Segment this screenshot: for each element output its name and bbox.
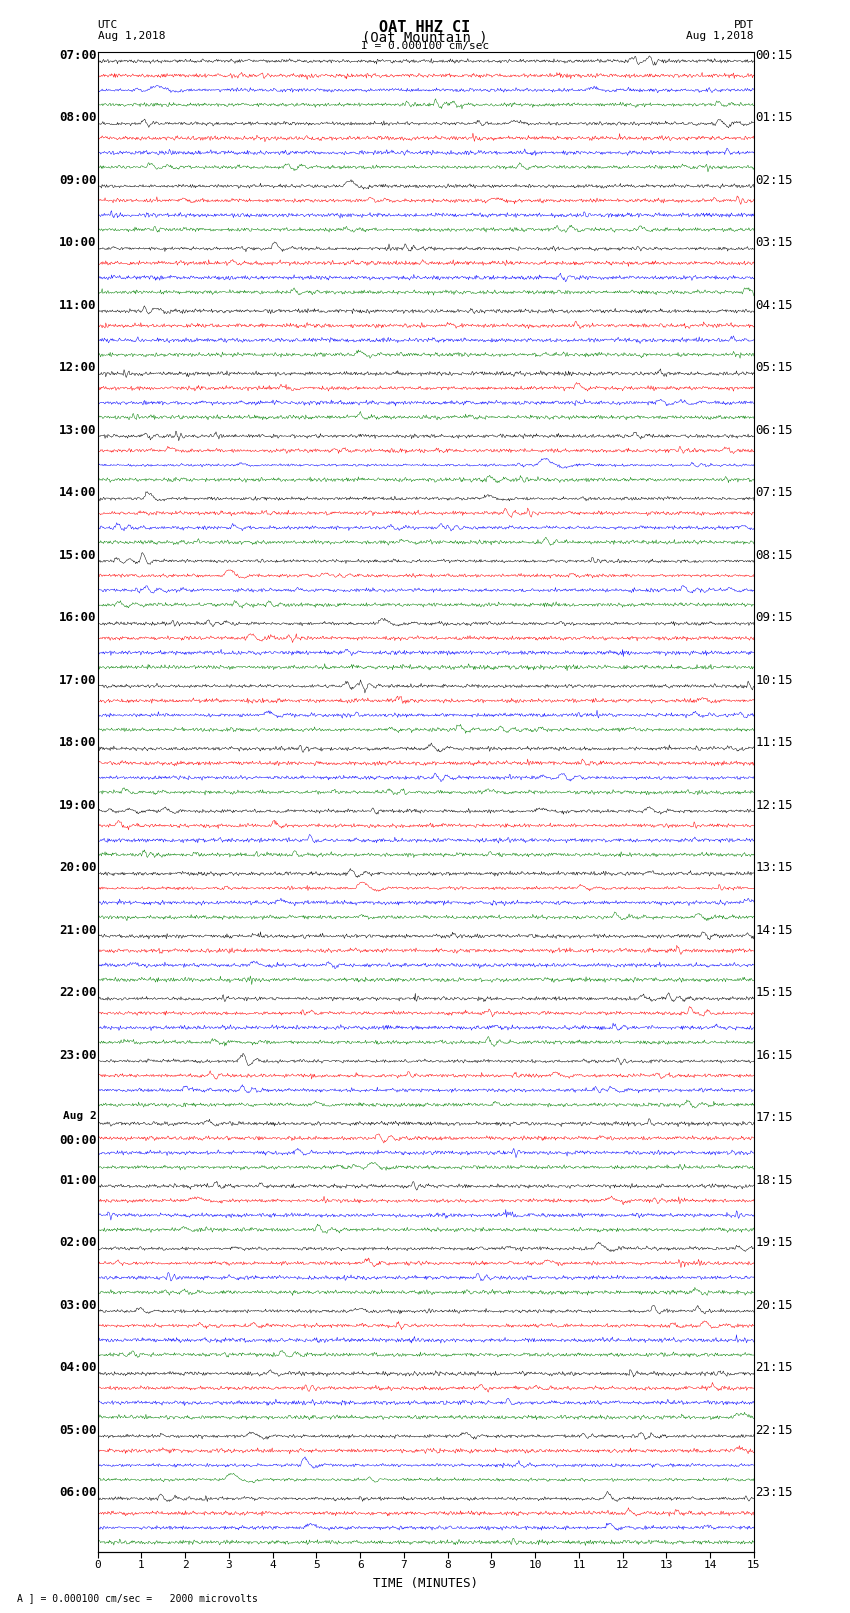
Text: A ] = 0.000100 cm/sec =   2000 microvolts: A ] = 0.000100 cm/sec = 2000 microvolts: [17, 1594, 258, 1603]
Text: 23:15: 23:15: [756, 1486, 793, 1498]
Text: 07:00: 07:00: [59, 48, 96, 61]
Text: 19:00: 19:00: [59, 798, 96, 811]
Text: 12:00: 12:00: [59, 361, 96, 374]
Text: 20:00: 20:00: [59, 861, 96, 874]
Text: 17:00: 17:00: [59, 674, 96, 687]
Text: 16:00: 16:00: [59, 611, 96, 624]
Text: 09:00: 09:00: [59, 174, 96, 187]
Text: 19:15: 19:15: [756, 1236, 793, 1248]
Text: 08:15: 08:15: [756, 548, 793, 561]
Text: 14:15: 14:15: [756, 924, 793, 937]
Text: 21:00: 21:00: [59, 924, 96, 937]
Text: (Oat Mountain ): (Oat Mountain ): [362, 31, 488, 45]
Text: 18:00: 18:00: [59, 736, 96, 748]
Text: 00:00: 00:00: [59, 1134, 96, 1147]
Text: 02:15: 02:15: [756, 174, 793, 187]
Text: 13:15: 13:15: [756, 861, 793, 874]
Text: 22:00: 22:00: [59, 986, 96, 998]
Text: I = 0.000100 cm/sec: I = 0.000100 cm/sec: [361, 40, 489, 52]
Text: 06:15: 06:15: [756, 424, 793, 437]
Text: 15:00: 15:00: [59, 548, 96, 561]
Text: 20:15: 20:15: [756, 1298, 793, 1311]
Text: 05:00: 05:00: [59, 1424, 96, 1437]
Text: 16:15: 16:15: [756, 1048, 793, 1061]
Text: 01:00: 01:00: [59, 1174, 96, 1187]
Text: 23:00: 23:00: [59, 1048, 96, 1061]
Text: 14:00: 14:00: [59, 486, 96, 498]
Text: 01:15: 01:15: [756, 111, 793, 124]
Text: Aug 2: Aug 2: [63, 1111, 96, 1121]
Text: 13:00: 13:00: [59, 424, 96, 437]
Text: 22:15: 22:15: [756, 1424, 793, 1437]
Text: 09:15: 09:15: [756, 611, 793, 624]
Text: 08:00: 08:00: [59, 111, 96, 124]
Text: Aug 1,2018: Aug 1,2018: [98, 31, 165, 40]
Text: 11:15: 11:15: [756, 736, 793, 748]
Text: 18:15: 18:15: [756, 1174, 793, 1187]
Text: 17:15: 17:15: [756, 1111, 793, 1124]
Text: 06:00: 06:00: [59, 1486, 96, 1498]
Text: PDT: PDT: [734, 19, 754, 31]
Text: 02:00: 02:00: [59, 1236, 96, 1248]
Text: UTC: UTC: [98, 19, 118, 31]
Text: 12:15: 12:15: [756, 798, 793, 811]
X-axis label: TIME (MINUTES): TIME (MINUTES): [373, 1578, 479, 1590]
Text: 00:15: 00:15: [756, 48, 793, 61]
Text: 04:15: 04:15: [756, 298, 793, 311]
Text: 03:15: 03:15: [756, 235, 793, 248]
Text: OAT HHZ CI: OAT HHZ CI: [379, 19, 471, 35]
Text: Aug 1,2018: Aug 1,2018: [687, 31, 754, 40]
Text: 07:15: 07:15: [756, 486, 793, 498]
Text: 21:15: 21:15: [756, 1361, 793, 1374]
Text: 11:00: 11:00: [59, 298, 96, 311]
Text: 10:15: 10:15: [756, 674, 793, 687]
Text: 03:00: 03:00: [59, 1298, 96, 1311]
Text: 10:00: 10:00: [59, 235, 96, 248]
Text: 04:00: 04:00: [59, 1361, 96, 1374]
Text: 05:15: 05:15: [756, 361, 793, 374]
Text: 15:15: 15:15: [756, 986, 793, 998]
